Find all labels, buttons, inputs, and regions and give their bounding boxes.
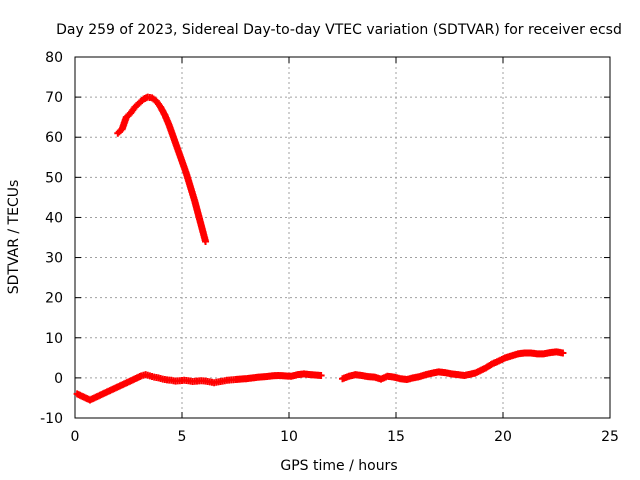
data-marks — [73, 93, 567, 404]
y-axis-label: SDTVAR / TECUs — [6, 180, 22, 295]
chart-title: Day 259 of 2023, Sidereal Day-to-day VTE… — [56, 22, 622, 38]
y-tick-label: 0 — [54, 371, 63, 387]
y-tick-label: 30 — [45, 251, 63, 267]
y-tick-label: 60 — [45, 130, 63, 146]
y-tick-label: 70 — [45, 90, 63, 106]
data-point-arc-high — [202, 238, 210, 246]
y-tick-label: 80 — [45, 50, 63, 66]
y-tick-label: 50 — [45, 170, 63, 186]
grid-lines — [75, 57, 610, 418]
x-tick-label: 0 — [71, 429, 80, 445]
x-tick-label: 10 — [280, 429, 298, 445]
plot-frame — [74, 56, 611, 419]
data-point-arc-low — [317, 371, 325, 379]
y-tick-label: 20 — [45, 291, 63, 307]
y-tick-label: 10 — [45, 331, 63, 347]
y-tick-label: 40 — [45, 210, 63, 226]
x-tick-label: 15 — [387, 429, 405, 445]
x-tick-label: 20 — [494, 429, 512, 445]
x-axis-label: GPS time / hours — [280, 458, 397, 474]
x-tick-label: 5 — [178, 429, 187, 445]
y-tick-label: -10 — [40, 411, 63, 427]
data-point-arc-low — [559, 349, 567, 357]
x-tick-label: 25 — [601, 429, 619, 445]
axis-ticks: 0 5 10 15 20 25 -10 0 10 20 30 40 50 60 70 80 — [40, 50, 619, 445]
